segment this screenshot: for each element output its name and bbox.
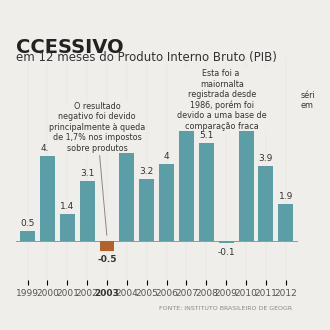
Text: 6.1: 6.1 (179, 111, 194, 120)
Bar (159, 164, 174, 241)
Text: séri
em: séri em (301, 91, 315, 110)
Text: 5.1: 5.1 (199, 131, 214, 140)
Bar (20, 231, 35, 241)
Bar (179, 123, 194, 241)
Bar (139, 179, 154, 241)
Text: O resultado
negativo foi devido
principalmente à queda
de 1,7% nos impostos
sobr: O resultado negativo foi devido principa… (49, 102, 145, 235)
Text: 1.9: 1.9 (279, 192, 293, 201)
Bar (40, 156, 55, 241)
Text: 5.8: 5.8 (120, 117, 134, 126)
Text: Esta foi a 
maiornalta
registrada desde
1986, porém foi
devido a uma base de
com: Esta foi a maiornalta registrada desde 1… (178, 69, 267, 131)
Text: -0.5: -0.5 (97, 255, 117, 264)
Bar (60, 214, 75, 241)
Text: 4: 4 (164, 152, 169, 161)
Bar (100, 241, 115, 250)
Bar (219, 241, 234, 243)
Text: FONTE: INSTITUTO BRASILEIRO DE GEOGR: FONTE: INSTITUTO BRASILEIRO DE GEOGR (159, 306, 292, 311)
Bar (119, 129, 134, 241)
Text: 0.5: 0.5 (20, 219, 35, 228)
Text: 3.2: 3.2 (140, 167, 154, 176)
Bar (258, 166, 273, 241)
Text: 7.5: 7.5 (238, 84, 254, 93)
Text: 4.4: 4.4 (40, 144, 54, 153)
Text: em 12 meses do Produto Interno Bruto (PIB): em 12 meses do Produto Interno Bruto (PI… (16, 51, 277, 64)
Bar (239, 96, 253, 241)
Bar (278, 204, 293, 241)
Bar (80, 181, 95, 241)
Text: -0.1: -0.1 (217, 248, 235, 257)
Text: 3.1: 3.1 (80, 169, 94, 178)
Text: 1.4: 1.4 (60, 202, 75, 211)
Text: 3.9: 3.9 (259, 154, 273, 163)
Bar (199, 143, 214, 241)
Text: CCESSIVO: CCESSIVO (16, 38, 123, 57)
